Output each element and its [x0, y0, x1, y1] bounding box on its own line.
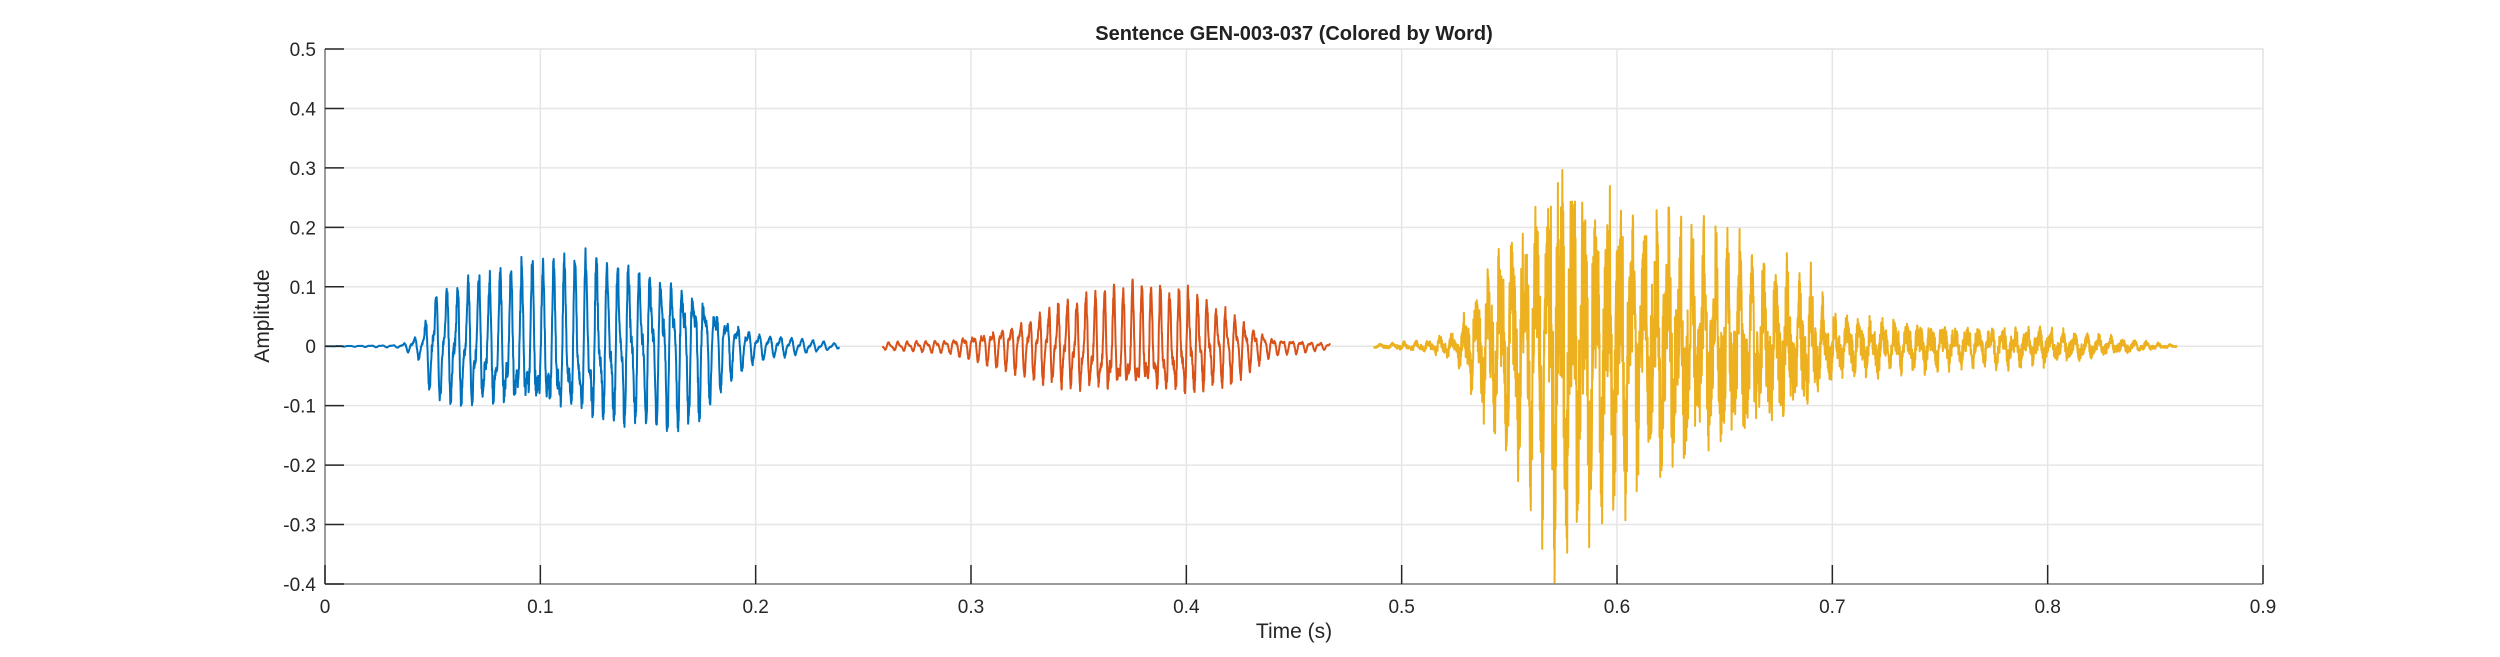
x-tick-label: 0.8 [2034, 597, 2060, 618]
y-tick-label: 0.3 [290, 159, 316, 180]
word-waveform-2 [881, 278, 1332, 395]
y-tick-label: 0.5 [290, 40, 316, 61]
plot-area [325, 169, 2178, 584]
x-tick-label: 0.7 [1819, 597, 1845, 618]
y-tick-label: -0.1 [283, 397, 316, 418]
x-tick-label: 0 [320, 597, 331, 618]
x-tick-label: 0.3 [958, 597, 984, 618]
y-tick-label: -0.4 [283, 575, 316, 596]
y-tick-label: 0.2 [290, 218, 316, 239]
y-tick-label: -0.2 [283, 456, 316, 477]
x-tick-label: 0.6 [1604, 597, 1630, 618]
x-tick-label: 0.9 [2250, 597, 2276, 618]
chart-title: Sentence GEN-003-037 (Colored by Word) [1095, 23, 1493, 45]
x-tick-label: 0.2 [742, 597, 768, 618]
y-axis-label: Amplitude [251, 269, 274, 362]
y-tick-label: 0.4 [290, 99, 317, 120]
word-waveform-3 [1372, 169, 2178, 584]
y-tick-label: -0.3 [283, 516, 316, 537]
x-axis-label: Time (s) [1256, 620, 1332, 643]
x-tick-label: 0.4 [1173, 597, 1200, 618]
x-tick-label: 0.5 [1388, 597, 1414, 618]
x-tick-label: 0.1 [527, 597, 553, 618]
y-tick-label: 0.1 [290, 278, 316, 299]
ticks: 0 0.1 0.2 0.3 0.4 0.5 0.6 0.7 0.8 0.9 0.5 0.4 0.3 0.2… [283, 40, 2276, 618]
word-waveform-1 [325, 247, 841, 433]
y-tick-label: 0 [305, 337, 316, 358]
